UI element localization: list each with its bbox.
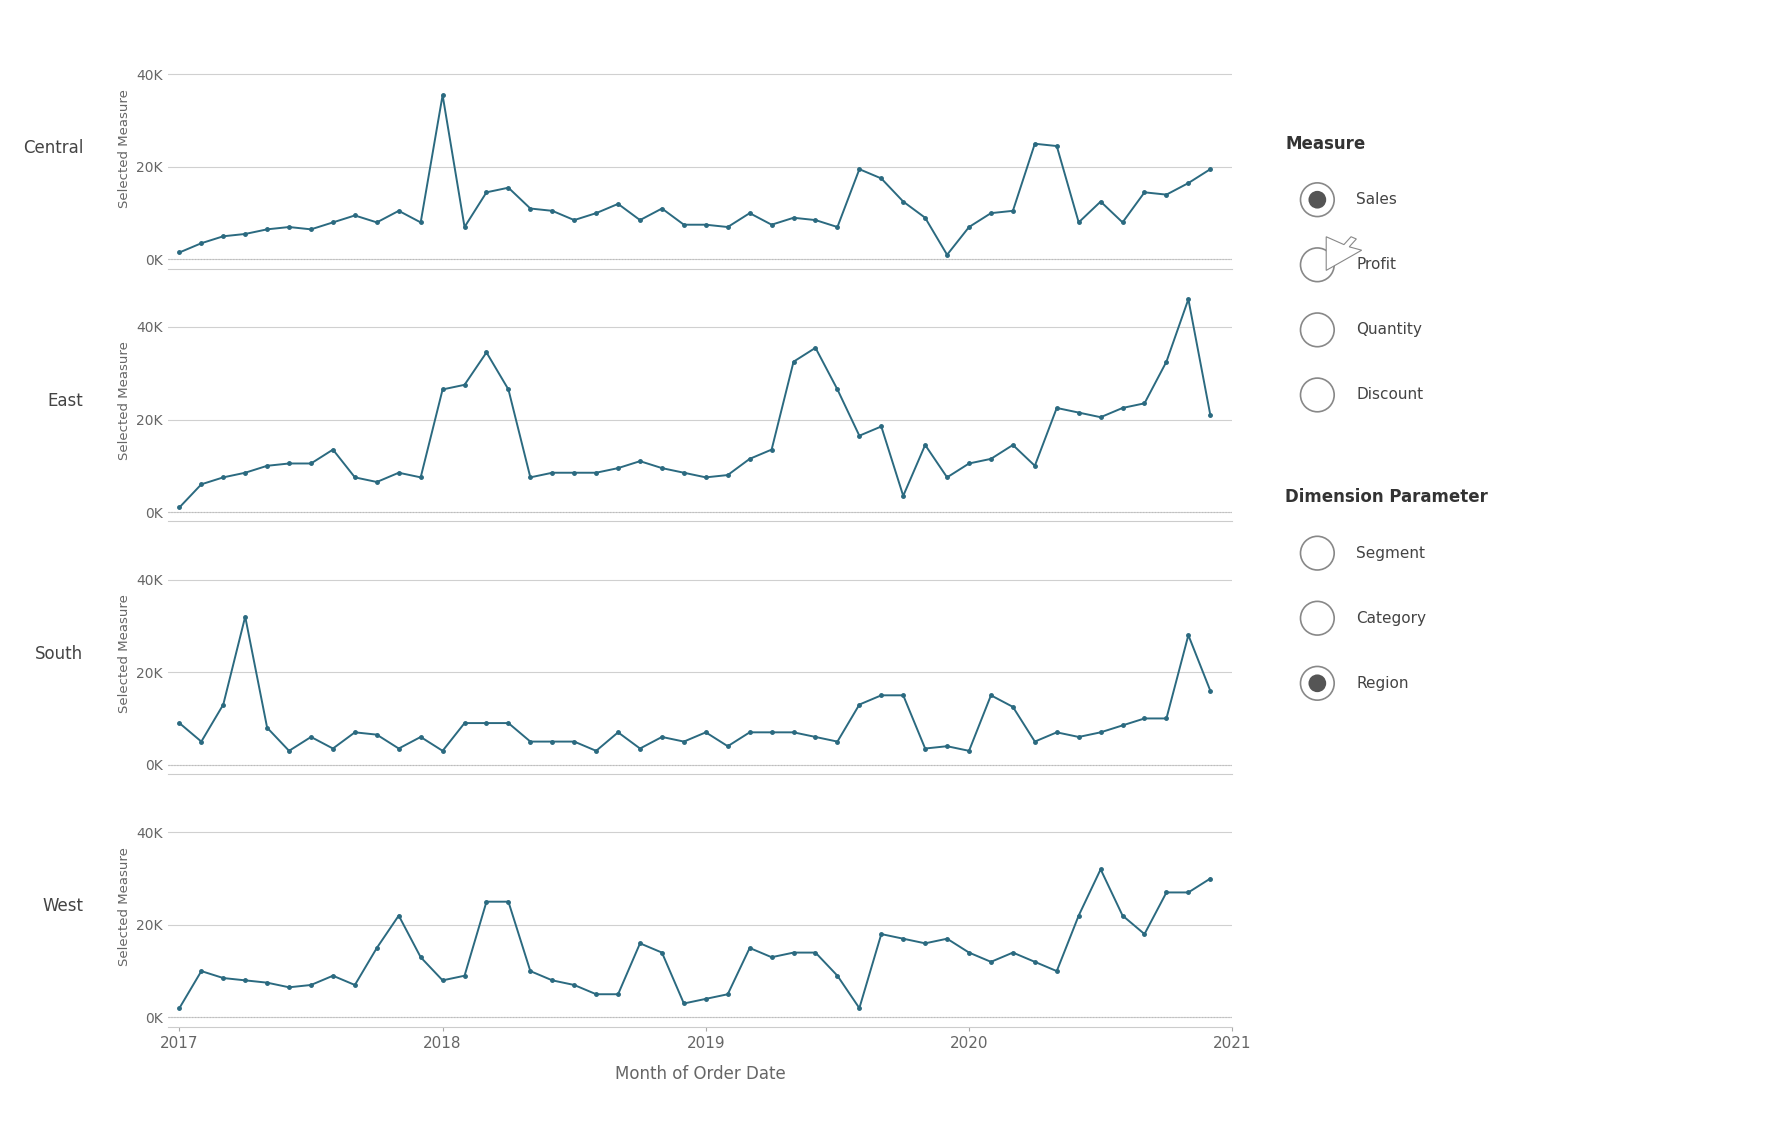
Y-axis label: Selected Measure: Selected Measure: [117, 595, 131, 714]
Text: Quantity: Quantity: [1356, 322, 1422, 338]
Text: Dimension Parameter: Dimension Parameter: [1285, 488, 1488, 506]
Y-axis label: Selected Measure: Selected Measure: [117, 89, 131, 208]
Text: Region: Region: [1356, 675, 1410, 691]
Text: Central: Central: [23, 139, 83, 157]
X-axis label: Month of Order Date: Month of Order Date: [615, 1065, 785, 1083]
Text: Segment: Segment: [1356, 545, 1425, 561]
Y-axis label: Selected Measure: Selected Measure: [117, 847, 131, 966]
Text: East: East: [48, 392, 83, 410]
Text: Measure: Measure: [1285, 135, 1365, 153]
Text: Category: Category: [1356, 610, 1425, 626]
Y-axis label: Selected Measure: Selected Measure: [117, 341, 131, 460]
Text: Discount: Discount: [1356, 387, 1424, 403]
Text: South: South: [35, 645, 83, 663]
Text: Sales: Sales: [1356, 192, 1397, 208]
Text: Profit: Profit: [1356, 257, 1397, 273]
Text: West: West: [43, 898, 83, 916]
